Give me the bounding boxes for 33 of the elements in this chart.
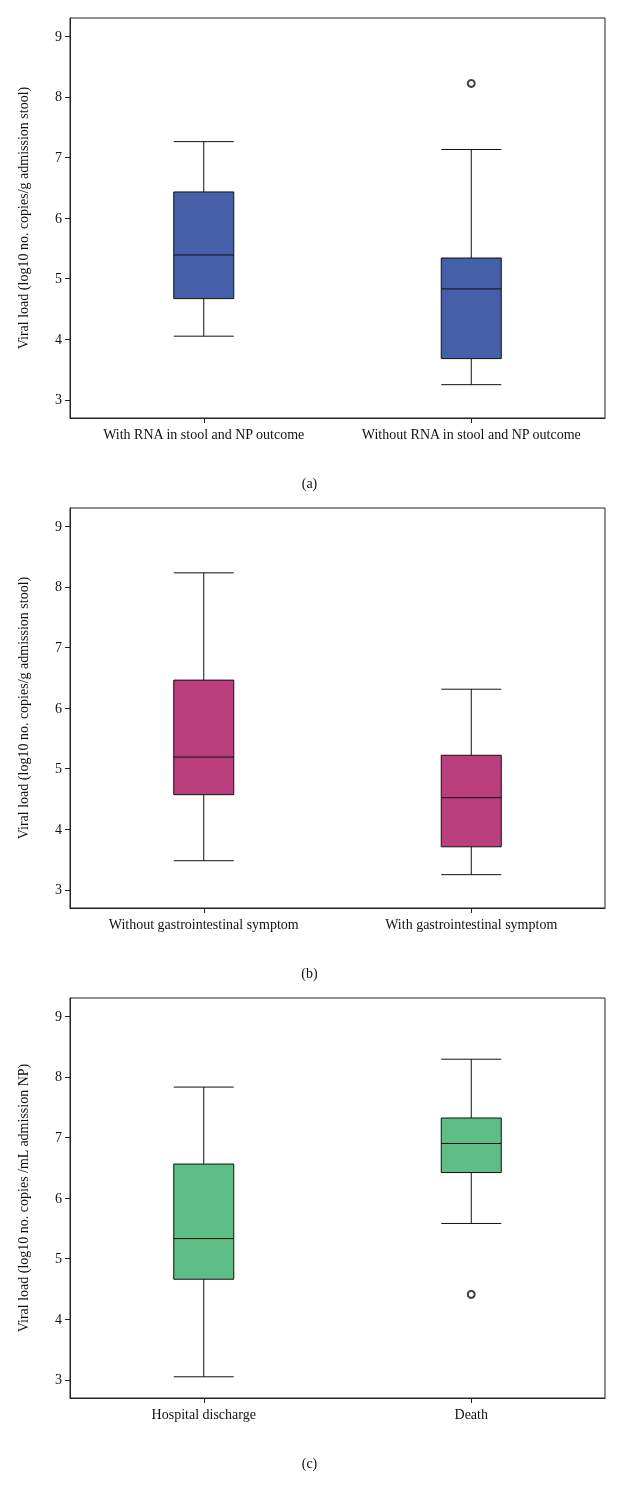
y-tick-label: 4 — [55, 1311, 62, 1327]
y-tick-label: 9 — [55, 1008, 62, 1024]
y-tick-label: 6 — [55, 210, 62, 226]
y-tick-label: 4 — [55, 331, 62, 347]
y-tick-label: 4 — [55, 821, 62, 837]
text: (c) — [301, 1455, 318, 1472]
y-tick-label: 5 — [55, 761, 62, 777]
x-tick-label: With gastrointestinal symptom — [385, 917, 558, 932]
x-tick-label: Hospital discharge — [151, 1407, 256, 1422]
y-tick-label: 6 — [55, 1190, 62, 1206]
y-axis-title: Viral load (log10 no. copies/g admission stool) — [15, 86, 32, 350]
x-tick-label: With RNA in stool and NP outcome — [103, 427, 305, 442]
y-tick-label: 9 — [55, 518, 62, 534]
y-tick-label: 7 — [55, 1129, 62, 1145]
y-tick-label: 5 — [55, 1251, 62, 1267]
y-tick-label: 9 — [55, 28, 62, 44]
y-tick-label: 3 — [55, 882, 62, 898]
y-tick-label: 8 — [55, 579, 62, 595]
y-axis-title: Viral load (log10 no. copies/g admission stool) — [15, 576, 32, 840]
y-tick-label: 8 — [55, 1069, 62, 1085]
text: (b) — [301, 965, 318, 982]
x-tick-label: Death — [454, 1407, 488, 1422]
x-tick-label: Without RNA in stool and NP outcome — [361, 427, 581, 442]
y-tick-label: 3 — [55, 1372, 62, 1388]
y-tick-label: 8 — [55, 89, 62, 105]
y-tick-label: 7 — [55, 639, 62, 655]
y-tick-label: 3 — [55, 392, 62, 408]
y-tick-label: 7 — [55, 149, 62, 165]
x-tick-label: Without gastrointestinal symptom — [108, 917, 299, 932]
y-tick-label: 5 — [55, 271, 62, 287]
y-axis-title: Viral load (log10 no. copies /mL admission NP) — [15, 1063, 32, 1333]
y-tick-label: 6 — [55, 700, 62, 716]
text: (a) — [301, 475, 318, 492]
